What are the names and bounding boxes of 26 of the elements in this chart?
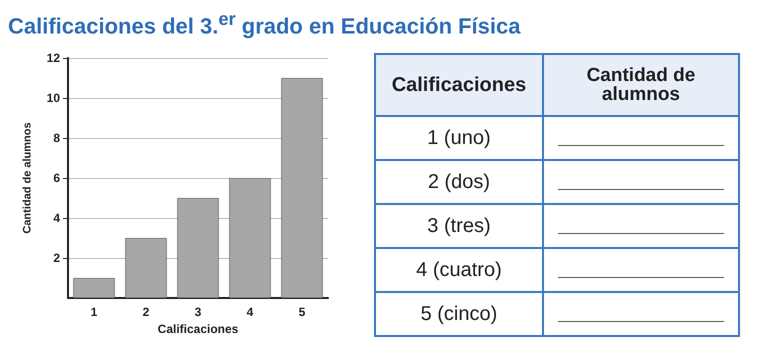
text: 1 (uno) xyxy=(375,116,543,160)
text: Cantidad de alumnos xyxy=(542,54,739,116)
y-tick-label: 12 xyxy=(46,51,60,66)
bar xyxy=(281,78,323,298)
y-tick-label: 2 xyxy=(53,251,60,266)
text: 2 (dos) xyxy=(375,160,543,204)
bar xyxy=(229,178,271,298)
y-tick-label: 6 xyxy=(53,171,60,186)
bar xyxy=(73,278,115,298)
x-tick-label: 3 xyxy=(194,305,202,320)
text: Calificaciones xyxy=(375,54,543,116)
x-tick-label: 5 xyxy=(298,305,306,320)
y-tick-label: 8 xyxy=(53,131,60,146)
x-tick-label: 1 xyxy=(90,305,98,320)
y-axis-title: Cantidad de alumnos xyxy=(22,122,34,234)
bar xyxy=(177,198,219,298)
y-tick-label: 4 xyxy=(53,211,60,226)
text: 5 (cinco) xyxy=(375,292,543,336)
text: 3 (tres) xyxy=(375,204,543,248)
x-tick-label: 2 xyxy=(142,305,150,320)
bar xyxy=(125,238,167,298)
x-axis-title: Calificaciones xyxy=(158,322,239,336)
x-tick-label: 4 xyxy=(246,305,254,320)
y-tick-label: 10 xyxy=(46,91,60,106)
chart-title: Calificaciones del 3.$^{er}$ grado en Educación Física xyxy=(8,8,522,40)
text: 4 (cuatro) xyxy=(375,248,543,292)
